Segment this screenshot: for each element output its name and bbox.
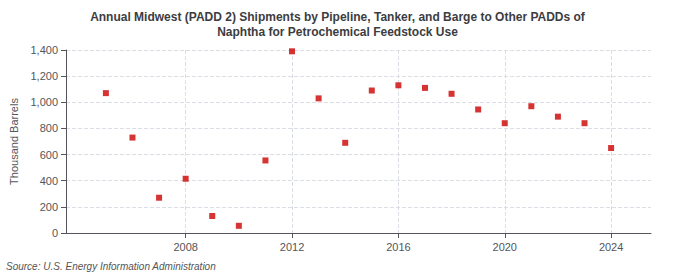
svg-text:2020: 2020 bbox=[493, 241, 517, 253]
svg-text:1,400: 1,400 bbox=[30, 44, 58, 56]
svg-text:200: 200 bbox=[40, 201, 58, 213]
svg-text:1,000: 1,000 bbox=[30, 96, 58, 108]
svg-text:400: 400 bbox=[40, 175, 58, 187]
svg-text:Thousand Barrels: Thousand Barrels bbox=[8, 98, 20, 185]
svg-text:Annual Midwest (PADD 2) Shipme: Annual Midwest (PADD 2) Shipments by Pip… bbox=[90, 10, 586, 24]
svg-text:0: 0 bbox=[52, 227, 58, 239]
svg-text:2008: 2008 bbox=[173, 241, 197, 253]
svg-text:2012: 2012 bbox=[280, 241, 304, 253]
svg-text:1,200: 1,200 bbox=[30, 70, 58, 82]
svg-text:2016: 2016 bbox=[386, 241, 410, 253]
svg-text:600: 600 bbox=[40, 149, 58, 161]
svg-text:2024: 2024 bbox=[599, 241, 623, 253]
svg-text:800: 800 bbox=[40, 122, 58, 134]
svg-text:Source: U.S. Energy Informatio: Source: U.S. Energy Information Administ… bbox=[6, 261, 216, 272]
svg-text:Naphtha for Petrochemical Feed: Naphtha for Petrochemical Feedstock Use bbox=[217, 25, 458, 39]
